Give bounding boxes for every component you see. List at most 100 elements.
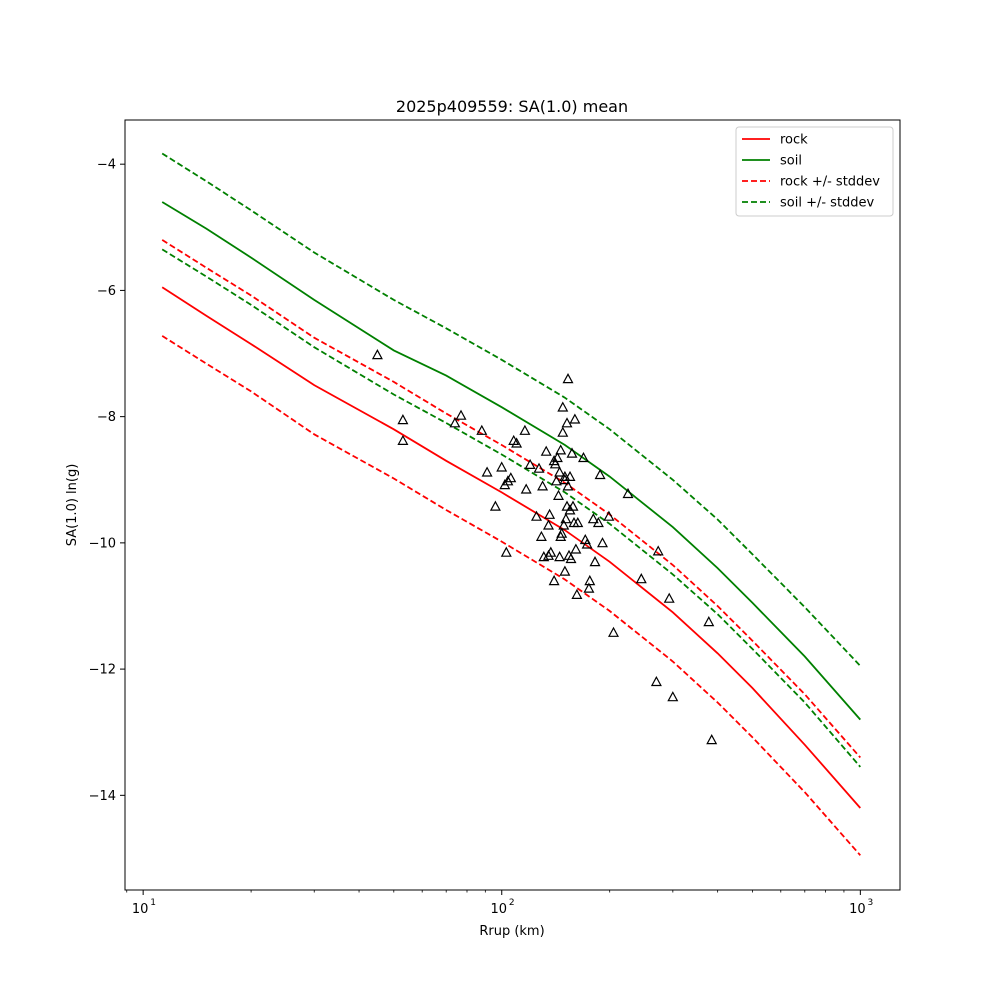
observation-point: [564, 470, 576, 481]
series-lines: [161, 152, 861, 856]
y-tick-label: −12: [89, 663, 116, 678]
series-line-2: [161, 239, 861, 759]
observation-point: [549, 458, 561, 469]
observation-markers: [371, 349, 718, 745]
observation-point: [587, 513, 599, 524]
observation-point: [496, 461, 508, 472]
observation-point: [371, 349, 383, 360]
chart-title: 2025p409559: SA(1.0) mean: [396, 97, 628, 116]
y-tick-label: −8: [97, 410, 116, 425]
observation-point: [567, 500, 579, 511]
observation-point: [476, 424, 488, 435]
observation-point: [589, 556, 601, 567]
series-line-1: [161, 201, 861, 721]
x-tick-exponent: 2: [509, 898, 515, 908]
observation-point: [556, 527, 568, 538]
observation-point: [581, 538, 593, 549]
x-tick-exponent: 1: [150, 898, 156, 908]
observation-point: [594, 468, 606, 480]
y-axis-label: SA(1.0) ln(g): [65, 464, 80, 547]
observation-point: [559, 565, 571, 576]
observation-point: [397, 414, 409, 425]
observation-point: [577, 451, 590, 463]
observation-point: [455, 409, 467, 420]
observation-point: [520, 483, 532, 494]
observation-point: [489, 500, 501, 511]
series-line-3: [161, 335, 861, 856]
observation-point: [663, 592, 675, 603]
observation-point: [554, 466, 566, 477]
observation-point: [557, 426, 569, 437]
observation-point: [603, 510, 615, 521]
y-tick-label: −14: [89, 789, 116, 804]
observation-point: [481, 466, 493, 477]
series-line-5: [161, 248, 861, 768]
observation-point: [537, 480, 549, 491]
y-tick-label: −10: [89, 536, 116, 551]
observation-point: [571, 588, 583, 600]
observation-point: [592, 516, 604, 528]
observation-point: [502, 475, 514, 486]
x-axis-label: Rrup (km): [479, 924, 544, 939]
series-line-0: [161, 286, 861, 809]
observation-point: [650, 675, 662, 687]
observation-point: [562, 373, 574, 384]
observation-point: [540, 445, 552, 456]
observation-point: [572, 516, 584, 528]
observation-point: [583, 582, 595, 593]
x-axis-ticks: 10 1 10 2 10 3: [126, 890, 873, 917]
legend: rock soil rock +/- stddev soil +/- stddev: [735, 126, 894, 217]
observation-point: [530, 510, 543, 521]
x-tick-label: 10: [849, 902, 866, 917]
observation-point: [635, 573, 647, 584]
observation-point: [566, 447, 578, 458]
observation-point: [555, 530, 567, 542]
legend-entry-label: rock +/- stddev: [780, 175, 880, 190]
observation-point: [535, 530, 547, 542]
observation-point: [533, 462, 545, 473]
observation-point: [554, 551, 566, 562]
observation-point: [565, 552, 577, 564]
observation-point: [562, 480, 574, 491]
observation-point: [596, 537, 609, 548]
observation-point: [552, 489, 565, 500]
y-axis-ticks: −4 −6 −8 −10 −12 −14: [89, 158, 125, 804]
observation-point: [545, 546, 557, 557]
observation-point: [544, 508, 556, 519]
legend-entry-label: soil: [780, 154, 802, 169]
legend-entry-label: soil +/- stddev: [780, 196, 875, 211]
observation-point: [703, 616, 715, 627]
x-tick-label: 10: [490, 902, 507, 917]
observation-point: [561, 417, 573, 428]
observation-point: [542, 519, 555, 530]
observation-point: [706, 734, 718, 745]
y-tick-label: −4: [97, 158, 116, 173]
observation-point: [652, 545, 664, 556]
observation-point: [558, 519, 570, 530]
observation-point: [607, 626, 620, 637]
x-tick-label: 10: [132, 902, 149, 917]
observation-point: [519, 424, 531, 435]
observation-point: [569, 413, 581, 424]
observation-point: [397, 434, 409, 445]
observation-point: [570, 543, 582, 554]
observation-point: [560, 513, 572, 524]
observation-point: [551, 451, 563, 463]
legend-box: [735, 126, 894, 217]
observation-point: [559, 474, 571, 485]
series-line-4: [161, 152, 861, 667]
observation-point: [667, 691, 679, 702]
observation-point: [555, 444, 567, 455]
observation-point: [548, 574, 560, 586]
observation-point: [550, 475, 562, 486]
plot-area: [125, 120, 900, 890]
observation-point: [500, 546, 512, 557]
x-tick-exponent: 3: [867, 898, 873, 908]
y-tick-label: −6: [97, 284, 116, 299]
observation-point: [505, 472, 517, 483]
observation-point: [557, 401, 569, 412]
legend-entry-label: rock: [780, 133, 808, 148]
plot-frame: [124, 119, 901, 891]
